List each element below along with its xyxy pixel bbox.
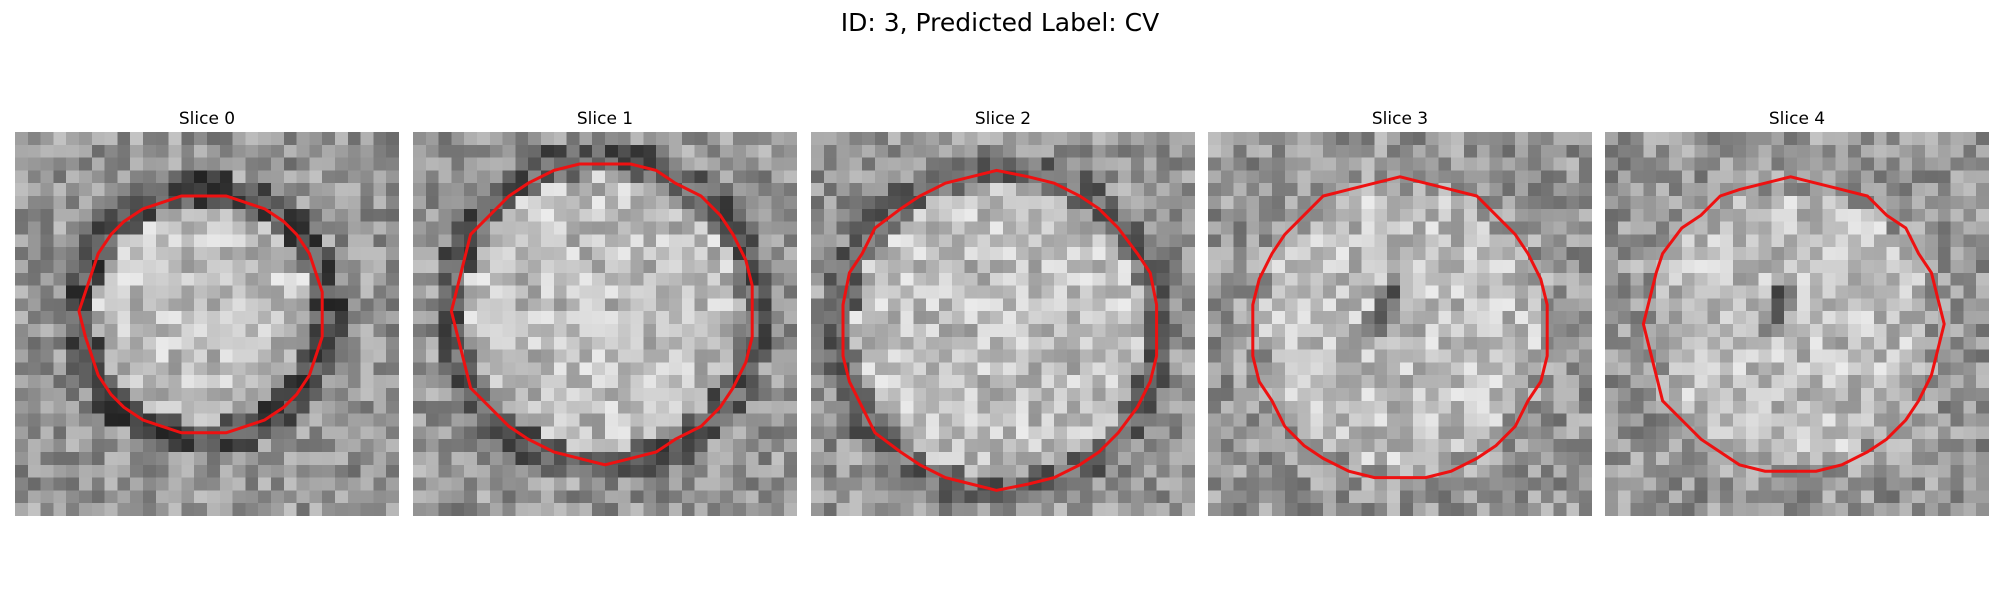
slice-image [413,132,797,516]
slice-image [1605,132,1989,516]
figure-title: ID: 3, Predicted Label: CV [840,8,1160,37]
segmentation-contour [77,194,324,435]
slice-panel-3: Slice 3 [1208,106,1592,516]
grayscale-slice [413,132,797,516]
slice-panel-0: Slice 0 [15,106,399,516]
grayscale-slice [1208,132,1592,516]
grayscale-slice [1605,132,1989,516]
slice-image [15,132,399,516]
segmentation-contour [1251,175,1549,480]
slice-title: Slice 3 [1371,109,1429,129]
segmentation-contour [1641,175,1946,473]
slice-panel-2: Slice 2 [811,106,1195,516]
segmentation-contour [841,168,1159,492]
slice-panel-4: Slice 4 [1605,106,1989,516]
segmentation-contour-overlay [841,168,1159,492]
slice-title: Slice 4 [1768,109,1826,129]
slice-panel-1: Slice 1 [413,106,797,516]
segmentation-contour-overlay [77,194,324,435]
slice-title: Slice 0 [178,109,236,129]
slice-image [811,132,1195,516]
segmentation-contour-overlay [1641,175,1946,473]
segmentation-contour [449,162,754,467]
slice-title: Slice 2 [974,109,1032,129]
slice-title: Slice 1 [576,109,634,129]
segmentation-contour-overlay [449,162,754,467]
slice-image [1208,132,1592,516]
grayscale-slice [811,132,1195,516]
segmentation-contour-overlay [1251,175,1549,480]
